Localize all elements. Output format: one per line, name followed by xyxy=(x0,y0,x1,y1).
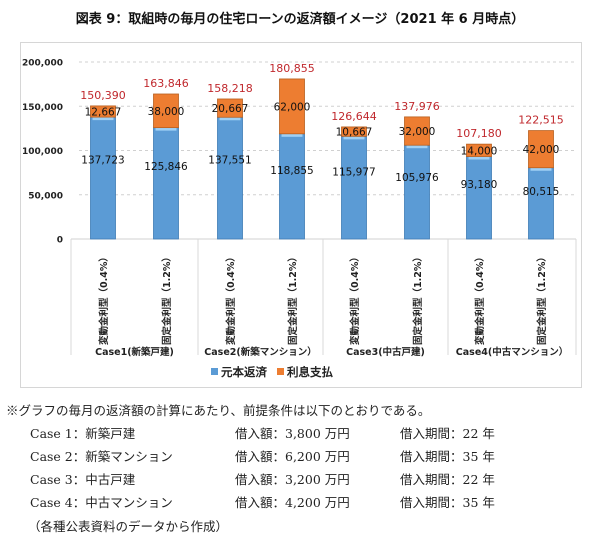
data-label: 93,180 xyxy=(461,179,498,191)
bar-interest xyxy=(217,98,243,118)
data-label: 125,846 xyxy=(144,161,188,173)
legend-label: 元本返済 xyxy=(221,365,267,379)
x-tick-label: 固定金利型（1.2%） xyxy=(161,252,173,345)
bar-interest xyxy=(466,143,492,157)
total-label: 107,180 xyxy=(456,127,502,140)
bar-interest xyxy=(528,130,554,169)
group-label: Case4(中古マンション） xyxy=(456,346,568,358)
case-period: 借入期間：35 年 xyxy=(400,449,495,464)
case-period: 借入期間：22 年 xyxy=(400,426,495,441)
bar-principal xyxy=(466,156,492,240)
bar-interest xyxy=(279,78,305,135)
case-name: Case 4：中古マンション xyxy=(30,495,173,510)
bar-highlight xyxy=(92,117,114,121)
x-tick-label: 変動金利型（0.4%） xyxy=(349,252,361,345)
data-label: 32,000 xyxy=(399,126,436,138)
data-label: 115,977 xyxy=(332,166,375,178)
chart-title: 図表 9：取組時の毎月の住宅ローンの返済額イメージ（2021 年 6 月時点） xyxy=(75,12,525,27)
y-tick-label: 0 xyxy=(57,236,63,246)
case-period: 借入期間：35 年 xyxy=(400,495,495,510)
data-label: 20,667 xyxy=(212,103,249,115)
bar-principal xyxy=(217,116,243,240)
legend-swatch xyxy=(211,368,218,375)
case-name: Case 2：新築マンション xyxy=(30,449,173,464)
data-label: 118,855 xyxy=(270,165,313,177)
data-label: 38,000 xyxy=(148,106,185,118)
total-label: 122,515 xyxy=(518,114,564,127)
notes-source: （各種公表資料のデータから作成） xyxy=(28,519,229,534)
bar-interest xyxy=(404,116,430,146)
bar-interest xyxy=(153,93,179,129)
group-label: Case3(中古戸建) xyxy=(346,346,425,358)
x-tick-label: 変動金利型（0.4%） xyxy=(98,252,110,345)
x-tick-label: 変動金利型（0.4%） xyxy=(474,252,486,345)
total-label: 150,390 xyxy=(80,89,126,102)
group-label: Case1(新築戸建) xyxy=(95,346,174,358)
notes-intro: ※グラフの毎月の返済額の計算にあたり、前提条件は以下のとおりである。 xyxy=(6,403,431,418)
y-tick-label: 200,000 xyxy=(22,59,63,69)
bar-highlight xyxy=(530,167,552,171)
total-label: 180,855 xyxy=(269,62,315,75)
bar-principal xyxy=(90,116,116,240)
x-tick-label: 固定金利型（1.2%） xyxy=(287,252,299,345)
case-name: Case 1：新築戸建 xyxy=(30,426,136,441)
bar-interest xyxy=(341,126,367,137)
total-label: 163,846 xyxy=(143,77,189,90)
y-tick-label: 100,000 xyxy=(22,147,63,157)
bar-highlight xyxy=(468,156,490,160)
data-label: 105,976 xyxy=(395,172,439,184)
x-tick-label: 固定金利型（1.2%） xyxy=(536,252,548,345)
case-amount: 借入額：3,200 万円 xyxy=(235,472,350,487)
bar-principal xyxy=(404,144,430,240)
bar-principal xyxy=(528,167,554,240)
bar-principal xyxy=(153,127,179,240)
data-label: 14,000 xyxy=(461,145,498,157)
bar-highlight xyxy=(219,117,241,121)
total-label: 137,976 xyxy=(394,100,440,113)
total-label: 126,644 xyxy=(331,110,377,123)
bar-highlight xyxy=(155,127,177,131)
data-label: 12,667 xyxy=(85,107,122,119)
stacked-bar-chart: 0 50,000 100,000 150,000 200,000 137,723 12,66… xyxy=(22,59,577,379)
legend-swatch xyxy=(277,368,284,375)
bar-highlight xyxy=(343,136,365,140)
chart-area: 0 50,000 100,000 150,000 200,000 137,723 12,66… xyxy=(20,42,582,388)
data-label: 137,551 xyxy=(208,155,251,167)
total-label: 158,218 xyxy=(207,82,253,95)
case-amount: 借入額：6,200 万円 xyxy=(235,449,350,464)
case-period: 借入期間：22 年 xyxy=(400,472,495,487)
data-label: 62,000 xyxy=(274,101,311,113)
y-tick-label: 50,000 xyxy=(28,191,63,201)
data-label: 10,667 xyxy=(336,127,373,139)
bar-interest xyxy=(90,105,116,118)
data-label: 42,000 xyxy=(523,144,560,156)
data-label: 137,723 xyxy=(81,154,124,166)
bar-highlight xyxy=(281,133,303,137)
y-tick-label: 150,000 xyxy=(22,103,63,113)
case-amount: 借入額：4,200 万円 xyxy=(235,495,350,510)
bar-highlight xyxy=(406,145,428,149)
case-name: Case 3：中古戸建 xyxy=(30,472,136,487)
group-label: Case2(新築マンション） xyxy=(204,346,316,358)
legend-label: 利息支払 xyxy=(286,365,333,379)
x-tick-label: 変動金利型（0.4%） xyxy=(225,252,237,345)
data-label: 80,515 xyxy=(523,186,560,198)
x-tick-label: 固定金利型（1.2%） xyxy=(412,252,424,345)
bar-principal xyxy=(341,135,367,240)
bar-principal xyxy=(279,133,305,240)
case-amount: 借入額：3,800 万円 xyxy=(235,426,350,441)
